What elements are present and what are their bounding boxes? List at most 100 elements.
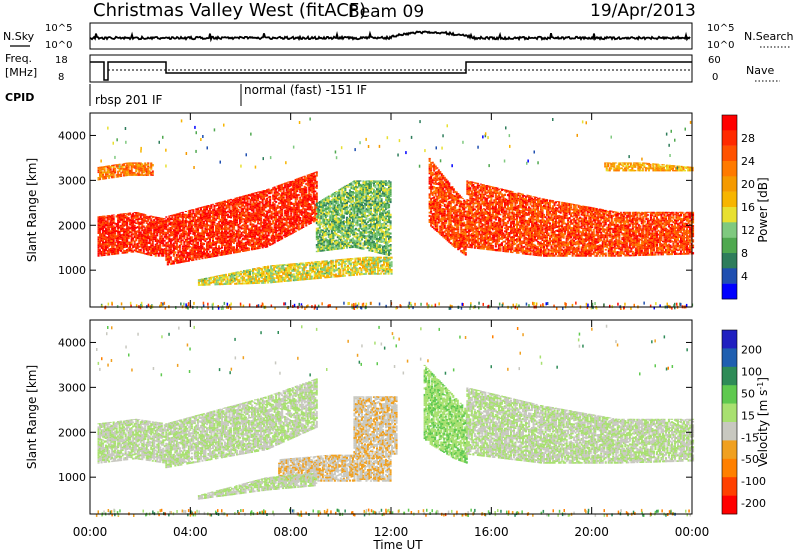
heatmap-cell: [118, 220, 121, 223]
heatmap-cell: [118, 235, 121, 238]
heatmap-cell: [243, 246, 246, 249]
heatmap-cell: [278, 216, 281, 218]
heatmap-cell: [222, 219, 225, 221]
heatmap-cell: [280, 278, 283, 281]
heatmap-cell: [309, 174, 312, 177]
heatmap-cell: [139, 239, 142, 242]
heatmap-cell: [279, 274, 282, 277]
heatmap-cell: [193, 248, 196, 251]
heatmap-cell: [263, 204, 266, 207]
heatmap-cell: [138, 231, 141, 234]
heatmap-cell: [231, 220, 234, 223]
heatmap-cell: [145, 226, 148, 229]
heatmap-cell: [141, 223, 144, 227]
heatmap-cell: [280, 280, 283, 283]
heatmap-cell: [204, 252, 207, 255]
heatmap-cell: [377, 264, 380, 267]
heatmap-cell: [267, 227, 270, 230]
heatmap-cell: [112, 250, 115, 253]
heatmap-cell: [314, 182, 317, 185]
heatmap-cell: [195, 231, 198, 234]
heatmap-cell: [288, 201, 291, 204]
heatmap-cell: [165, 251, 168, 254]
heatmap-cell: [180, 241, 183, 244]
heatmap-cell: [269, 203, 272, 206]
heatmap-cell: [199, 242, 202, 245]
heatmap-cell: [230, 245, 233, 248]
heatmap-cell: [266, 234, 269, 237]
heatmap-cell: [269, 201, 272, 204]
heatmap-cell: [196, 231, 199, 234]
heatmap-cell: [242, 197, 245, 200]
heatmap-cell: [248, 241, 251, 244]
heatmap-cell: [290, 208, 293, 211]
heatmap-cell: [270, 218, 273, 220]
heatmap-cell: [151, 242, 154, 245]
heatmap-cell: [225, 218, 228, 221]
heatmap-cell: [204, 219, 207, 222]
heatmap-cell: [202, 281, 205, 284]
heatmap-cell: [234, 229, 237, 232]
heatmap-cell: [147, 253, 150, 256]
heatmap-cell: [162, 254, 165, 257]
heatmap-cell: [141, 243, 144, 246]
heatmap-cell: [284, 206, 287, 209]
heatmap-cell: [309, 176, 312, 178]
heatmap-cell: [281, 218, 284, 220]
heatmap-cell: [347, 206, 350, 209]
heatmap-cell: [294, 183, 297, 186]
heatmap-cell: [124, 222, 127, 225]
heatmap-cell: [261, 221, 264, 224]
heatmap-cell: [169, 244, 172, 247]
heatmap-cell: [281, 219, 284, 222]
heatmap-cell: [201, 214, 204, 217]
heatmap-cell: [272, 242, 275, 245]
heatmap-cell: [178, 236, 181, 238]
heatmap-cell: [169, 215, 172, 217]
heatmap-cell: [343, 274, 346, 277]
heatmap-cell: [225, 214, 228, 217]
heatmap-cell: [178, 225, 181, 228]
heatmap-cell: [103, 221, 106, 225]
heatmap-cell: [246, 206, 249, 209]
heatmap-cell: [109, 215, 112, 218]
heatmap-cell: [299, 202, 302, 204]
heatmap-cell: [210, 221, 213, 224]
heatmap-cell: [166, 238, 169, 240]
heatmap-cell: [308, 217, 311, 220]
heatmap-cell: [187, 211, 190, 214]
heatmap-cell: [285, 221, 288, 224]
heatmap-cell: [115, 230, 118, 232]
heatmap-cell: [282, 216, 285, 219]
heatmap-cell: [159, 239, 162, 242]
heatmap-cell: [211, 276, 214, 279]
heatmap-cell: [280, 269, 283, 271]
heatmap-cell: [350, 182, 353, 184]
heatmap-cell: [285, 275, 288, 277]
heatmap-cell: [243, 244, 246, 247]
heatmap-cell: [234, 250, 237, 254]
heatmap-cell: [244, 269, 247, 271]
heatmap-cell: [202, 242, 205, 245]
heatmap-cell: [204, 223, 207, 226]
heatmap-cell: [268, 271, 271, 274]
heatmap-cell: [285, 216, 288, 220]
heatmap-cell: [273, 211, 276, 213]
nsky-tick-top: 10^5: [45, 23, 72, 34]
heatmap-cell: [342, 216, 345, 219]
heatmap-cell: [224, 273, 227, 276]
heatmap-cell: [240, 207, 243, 211]
heatmap-cell: [288, 203, 291, 206]
heatmap-cell: [245, 229, 248, 231]
heatmap-cell: [324, 230, 327, 232]
heatmap-cell: [279, 280, 282, 283]
heatmap-cell: [294, 207, 297, 210]
heatmap-cell: [168, 240, 171, 243]
heatmap-cell: [153, 223, 156, 225]
heatmap-cell: [296, 182, 299, 185]
nave-label: Nave: [746, 64, 774, 77]
heatmap-cell: [236, 248, 239, 251]
heatmap-cell: [177, 215, 180, 217]
heatmap-cell: [133, 226, 136, 229]
heatmap-cell: [261, 202, 264, 205]
